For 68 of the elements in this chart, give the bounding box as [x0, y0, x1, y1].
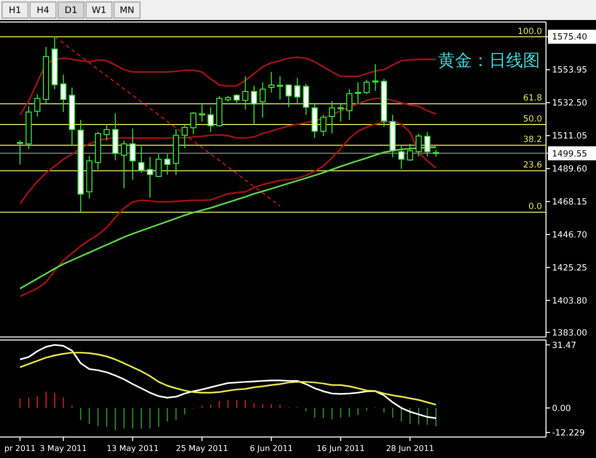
- candlestick: [250, 85, 258, 125]
- x-tick-label: 28 Jun 2011: [386, 444, 434, 453]
- candlestick: [34, 94, 40, 117]
- candlestick: [112, 112, 118, 161]
- candlestick: [328, 100, 336, 134]
- y-tick-label: 1403.80: [552, 296, 588, 306]
- candlestick: [268, 71, 274, 94]
- candlestick: [120, 140, 128, 189]
- candlestick: [146, 156, 154, 198]
- annotation: 0.0: [528, 202, 542, 212]
- candlestick: [286, 84, 292, 108]
- line-series: [19, 352, 437, 406]
- annotation: 61.8: [523, 94, 542, 104]
- candlestick: [164, 154, 170, 176]
- candlestick: [338, 102, 344, 122]
- candlestick: [364, 79, 370, 95]
- x-tick-label: 13 May 2011: [106, 444, 159, 453]
- line-series: [19, 56, 437, 116]
- line-series: [19, 344, 437, 419]
- y-tick-label: 1575.40: [552, 32, 588, 43]
- annotation: 100.0: [518, 26, 542, 37]
- candlestick: [190, 112, 196, 135]
- x-tick-label: pr 2011: [4, 444, 36, 453]
- candlestick: [372, 64, 378, 92]
- y-tick-label: 1425.25: [552, 263, 588, 274]
- candlestick: [104, 124, 110, 141]
- candlestick: [312, 103, 318, 139]
- line-series: [19, 121, 437, 298]
- y-tick-label: 1383.00: [552, 328, 588, 338]
- y-tick-label: 1532.50: [552, 98, 588, 109]
- candlestick: [320, 114, 326, 137]
- candlestick: [276, 76, 284, 100]
- y-tick-label: 1446.70: [552, 230, 588, 240]
- x-tick-label: 25 May 2011: [176, 444, 228, 453]
- candlestick: [156, 154, 162, 178]
- candlestick: [294, 77, 300, 104]
- candlestick: [60, 74, 66, 113]
- annotation: 38.2: [523, 135, 542, 146]
- x-tick-label: 16 Jun 2011: [316, 444, 365, 453]
- y-tick-label: 1468.15: [552, 198, 588, 208]
- x-tick-label: 3 May 2011: [40, 444, 87, 453]
- candlestick: [302, 83, 310, 116]
- candlestick: [416, 133, 422, 157]
- candlestick: [424, 131, 430, 157]
- candlestick: [346, 88, 352, 120]
- y-tick-label: 1511.05: [552, 132, 588, 142]
- candlestick: [260, 82, 266, 118]
- candlestick: [406, 143, 414, 162]
- candlestick: [182, 124, 188, 148]
- candlestick: [138, 146, 144, 174]
- candlestick: [16, 140, 24, 165]
- candlestick: [354, 82, 362, 104]
- candlestick: [208, 106, 214, 132]
- candlestick: [130, 128, 136, 180]
- candlestick: [198, 104, 206, 122]
- annotation: 50.0: [523, 114, 542, 124]
- y-tick-label: -12.229: [552, 428, 585, 438]
- y-tick-label: 31.47: [552, 340, 576, 351]
- x-tick-label: 6 Jun 2011: [250, 444, 293, 453]
- y-tick-label: 1499.55: [552, 149, 588, 160]
- candlestick: [398, 145, 404, 170]
- y-tick-label: 1553.95: [552, 66, 588, 76]
- candlestick: [242, 76, 248, 110]
- y-tick-label: 0.00: [552, 404, 571, 414]
- timeframe-tabs: H1 H4 D1 W1 MN: [2, 2, 140, 18]
- annotation: 23.6: [523, 160, 542, 171]
- text: 黄金：日线图: [438, 51, 540, 71]
- y-tick-label: 1489.60: [552, 164, 588, 175]
